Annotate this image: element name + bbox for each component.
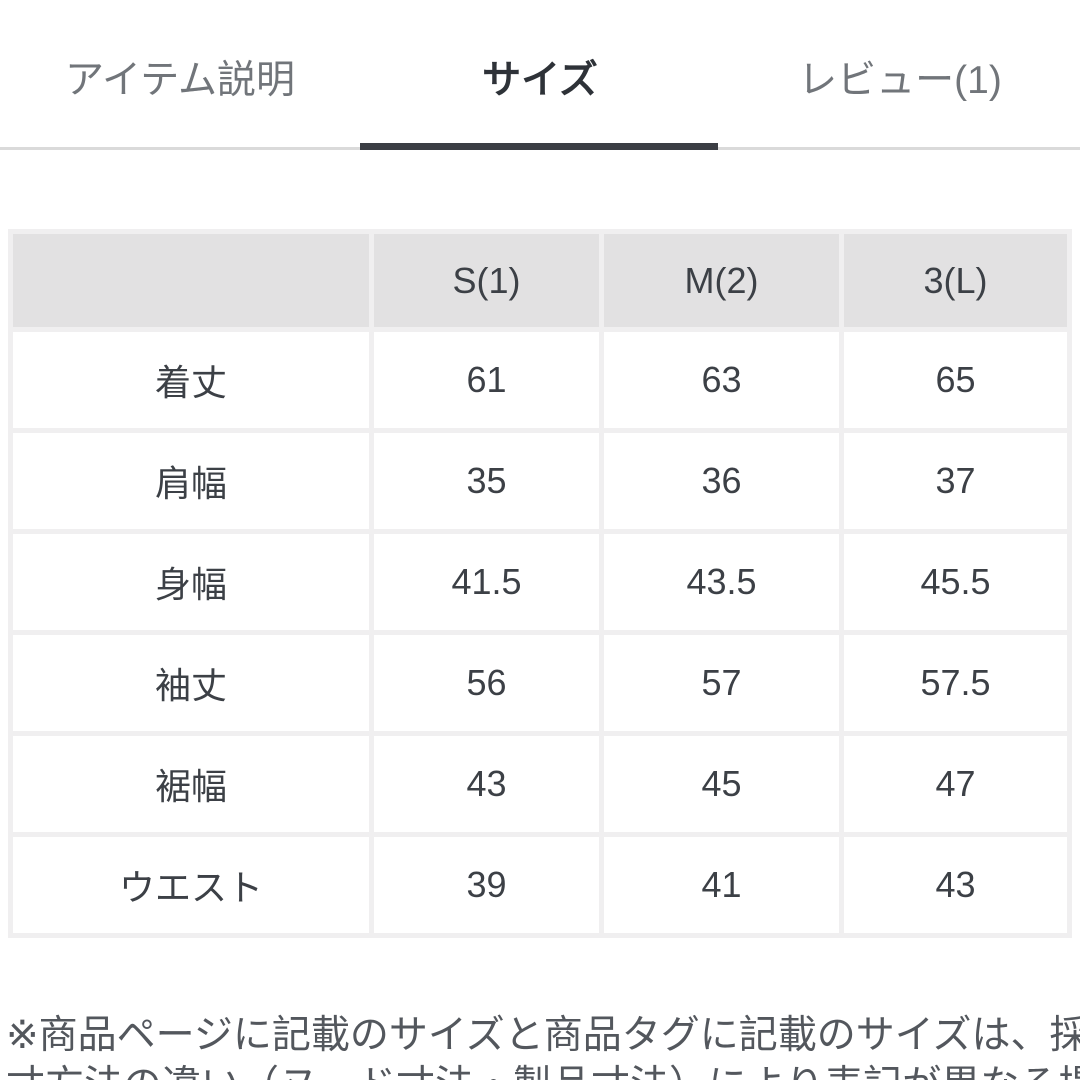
cell-value: 65 bbox=[844, 332, 1067, 428]
size-chart-col-m: M(2) bbox=[604, 234, 839, 327]
size-disclaimer-line-2: 寸方法の違い（ヌード寸法・製品寸法）により表記が異なる場 bbox=[6, 1061, 1080, 1080]
row-label: 裾幅 bbox=[13, 736, 369, 832]
cell-value: 37 bbox=[844, 433, 1067, 529]
cell-value: 43 bbox=[374, 736, 599, 832]
row-label: 身幅 bbox=[13, 534, 369, 630]
cell-value: 61 bbox=[374, 332, 599, 428]
cell-value: 41.5 bbox=[374, 534, 599, 630]
table-row: 着丈 61 63 65 bbox=[13, 332, 1067, 428]
cell-value: 45.5 bbox=[844, 534, 1067, 630]
tab-reviews[interactable]: レビュー(1) bbox=[798, 58, 1002, 102]
size-chart-table: S(1) M(2) 3(L) 着丈 61 63 65 肩幅 35 36 37 身… bbox=[8, 229, 1072, 938]
table-row: 裾幅 43 45 47 bbox=[13, 736, 1067, 832]
tab-size[interactable]: サイズ bbox=[482, 58, 598, 102]
cell-value: 56 bbox=[374, 635, 599, 731]
size-chart-corner-cell bbox=[13, 234, 369, 327]
row-label: 肩幅 bbox=[13, 433, 369, 529]
cell-value: 43.5 bbox=[604, 534, 839, 630]
size-disclaimer-line-1: ※商品ページに記載のサイズと商品タグに記載のサイズは、採 bbox=[6, 1014, 1080, 1057]
cell-value: 39 bbox=[374, 837, 599, 933]
size-chart-col-s: S(1) bbox=[374, 234, 599, 327]
table-row: 肩幅 35 36 37 bbox=[13, 433, 1067, 529]
size-disclaimer-note: ※商品ページに記載のサイズと商品タグに記載のサイズは、採 寸方法の違い（ヌード寸… bbox=[6, 1011, 1080, 1080]
cell-value: 43 bbox=[844, 837, 1067, 933]
row-label: 袖丈 bbox=[13, 635, 369, 731]
cell-value: 45 bbox=[604, 736, 839, 832]
cell-value: 41 bbox=[604, 837, 839, 933]
cell-value: 36 bbox=[604, 433, 839, 529]
size-chart-col-l: 3(L) bbox=[844, 234, 1067, 327]
table-row: ウエスト 39 41 43 bbox=[13, 837, 1067, 933]
table-row: 袖丈 56 57 57.5 bbox=[13, 635, 1067, 731]
row-label: ウエスト bbox=[13, 837, 369, 933]
cell-value: 35 bbox=[374, 433, 599, 529]
row-label: 着丈 bbox=[13, 332, 369, 428]
product-detail-tabbar: アイテム説明 サイズ レビュー(1) bbox=[0, 0, 1080, 150]
cell-value: 57 bbox=[604, 635, 839, 731]
cell-value: 47 bbox=[844, 736, 1067, 832]
tab-item-description[interactable]: アイテム説明 bbox=[64, 58, 296, 102]
cell-value: 63 bbox=[604, 332, 839, 428]
cell-value: 57.5 bbox=[844, 635, 1067, 731]
active-tab-underline bbox=[360, 143, 718, 150]
size-chart-header-row: S(1) M(2) 3(L) bbox=[13, 234, 1067, 327]
table-row: 身幅 41.5 43.5 45.5 bbox=[13, 534, 1067, 630]
